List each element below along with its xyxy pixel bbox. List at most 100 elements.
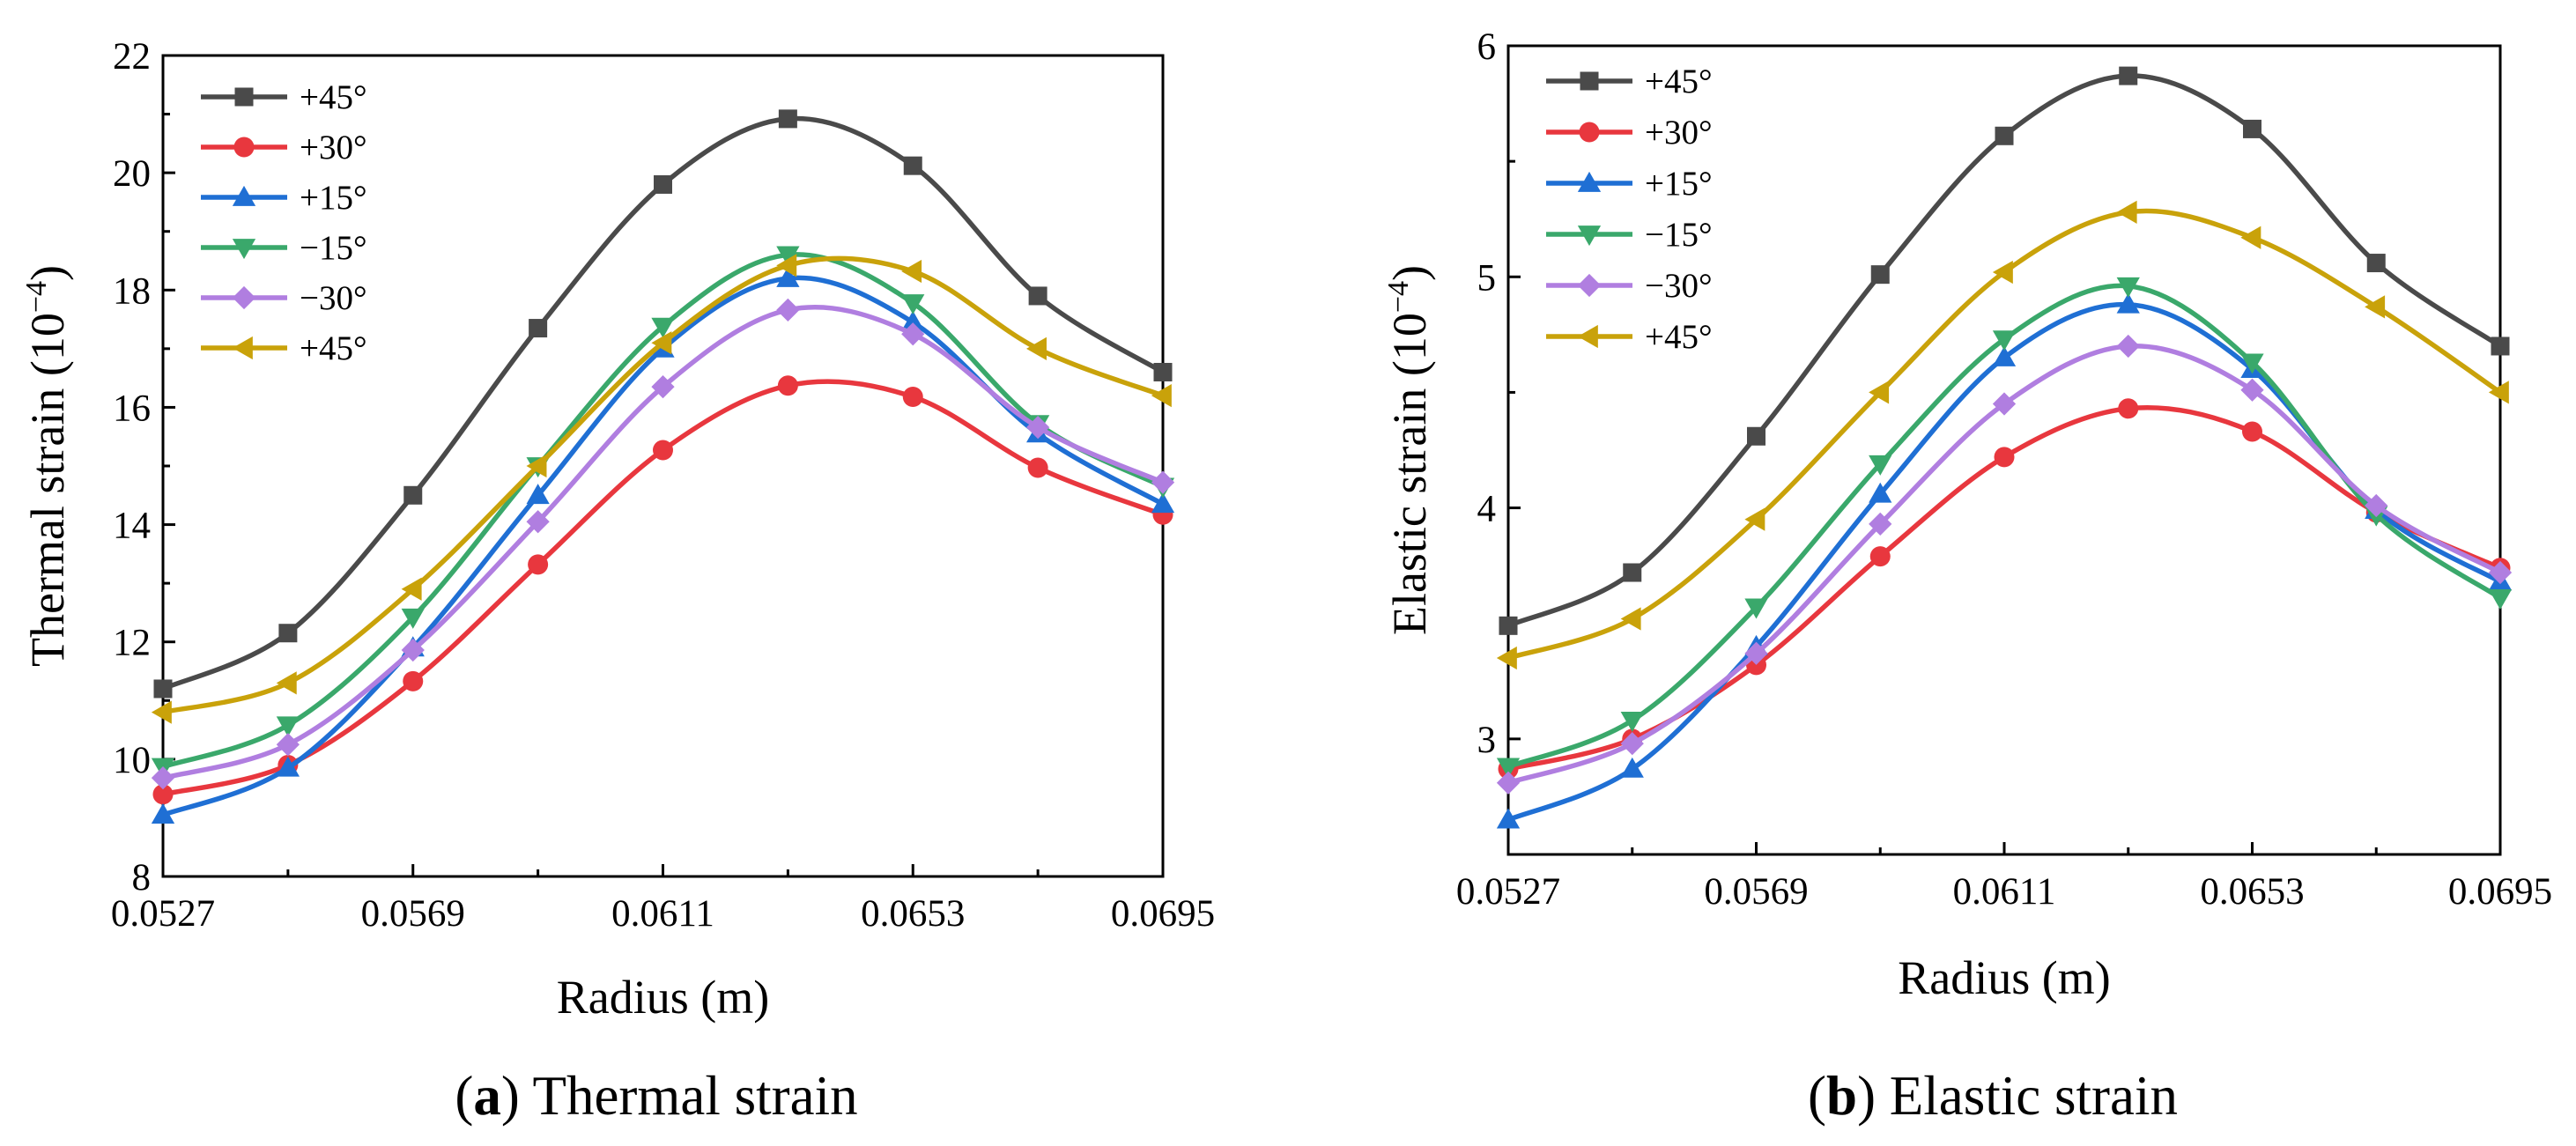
series-line	[1507, 344, 2502, 786]
legend-marker	[1577, 171, 1602, 192]
y-tick-label: 10	[113, 740, 151, 781]
data-point	[2365, 493, 2388, 518]
legend-marker	[232, 185, 256, 206]
data-point	[1620, 712, 1644, 732]
legend-label: +30°	[1645, 114, 1713, 152]
data-point	[903, 156, 922, 175]
caption-letter: a	[473, 1065, 501, 1127]
legend-label: +45°	[1645, 318, 1713, 356]
y-axis-title-close: )	[21, 265, 74, 281]
legend-marker	[1577, 324, 1598, 349]
series-4	[1496, 334, 2513, 795]
data-point	[1151, 383, 1172, 408]
data-point	[901, 310, 925, 331]
data-point	[777, 375, 798, 396]
data-point	[1869, 455, 1892, 476]
data-point	[654, 174, 672, 194]
caption-text: ) Thermal strain	[501, 1065, 858, 1127]
data-point	[653, 440, 673, 461]
data-point	[901, 259, 922, 284]
y-axis-title-main: Thermal strain (10	[21, 313, 74, 667]
y-tick-label: 4	[1477, 489, 1497, 530]
data-point	[2116, 334, 2140, 359]
x-tick-label: 0.0527	[1456, 871, 1560, 913]
legend-marker	[232, 239, 256, 260]
data-point	[2488, 560, 2513, 585]
data-point	[1151, 492, 1175, 514]
data-point	[2116, 200, 2137, 224]
y-axis-title-exponent: −4	[1382, 281, 1415, 313]
data-point	[1869, 546, 1891, 567]
x-tick-label: 0.0569	[1704, 871, 1808, 913]
data-point	[1995, 126, 2014, 145]
data-point	[2491, 336, 2510, 356]
data-point	[2240, 226, 2261, 249]
data-point	[778, 109, 797, 129]
data-point	[776, 266, 800, 287]
panel-caption: (b) Elastic strain	[1808, 1065, 2178, 1127]
y-axis-title: Elastic strain (10−4)	[1382, 265, 1436, 635]
data-point	[278, 624, 298, 643]
data-point	[1994, 447, 2015, 468]
legend-label: +30°	[300, 129, 367, 166]
y-tick-label: 14	[113, 506, 151, 547]
y-axis-title-close: )	[1383, 265, 1436, 281]
data-point	[1869, 482, 1892, 503]
data-point	[1744, 641, 1768, 665]
data-point	[1992, 330, 2017, 351]
data-point	[1992, 260, 2013, 285]
legend-label: +45°	[300, 78, 367, 116]
legend-marker	[232, 285, 256, 310]
data-point	[651, 375, 675, 399]
x-tick-label: 0.0653	[861, 893, 965, 935]
data-point	[901, 294, 925, 315]
data-point	[2488, 381, 2509, 404]
data-point	[526, 484, 550, 505]
data-point	[1869, 512, 1892, 536]
series-line	[1506, 302, 2502, 823]
panel-caption: (a) Thermal strain	[455, 1065, 857, 1127]
data-point	[1499, 616, 1518, 635]
data-point	[1869, 381, 1890, 404]
y-tick-label: 18	[113, 270, 151, 312]
data-point	[526, 454, 547, 478]
legend-label: +15°	[1645, 165, 1713, 203]
data-point	[1496, 808, 1521, 829]
data-point	[2240, 378, 2264, 402]
y-tick-label: 8	[132, 857, 152, 898]
data-point	[1151, 470, 1175, 494]
x-tick-label: 0.0653	[2200, 871, 2304, 913]
data-point	[1496, 758, 1521, 779]
legend-label: +45°	[300, 329, 367, 367]
data-point	[401, 638, 425, 662]
data-point	[2488, 589, 2513, 610]
data-point	[902, 386, 923, 407]
legend-marker	[1577, 226, 1602, 247]
data-point	[776, 298, 800, 322]
data-point	[1744, 507, 1765, 531]
data-point	[1620, 607, 1641, 631]
y-axis-title: Thermal strain (10−4)	[20, 265, 74, 667]
data-point	[2366, 254, 2386, 273]
legend-label: −15°	[1645, 216, 1713, 254]
legend-label: −30°	[300, 279, 367, 317]
data-point	[901, 322, 925, 346]
y-tick-label: 16	[113, 388, 151, 429]
data-point	[528, 554, 549, 575]
series-4	[151, 298, 1175, 790]
data-point	[2116, 292, 2140, 314]
caption-paren: (	[455, 1065, 473, 1127]
legend: +45° +30° +15° −15° −30° +45°	[1546, 63, 1713, 356]
series-line	[161, 115, 1165, 691]
caption-letter: b	[1826, 1065, 1857, 1127]
x-tick-label: 0.0695	[2448, 871, 2552, 913]
data-point	[276, 716, 300, 737]
data-point	[2240, 353, 2264, 374]
data-point	[1992, 392, 2017, 416]
data-point	[776, 254, 797, 277]
data-point	[2116, 277, 2140, 298]
y-tick-label: 20	[113, 153, 151, 195]
data-point	[153, 679, 173, 699]
data-point	[651, 331, 672, 355]
